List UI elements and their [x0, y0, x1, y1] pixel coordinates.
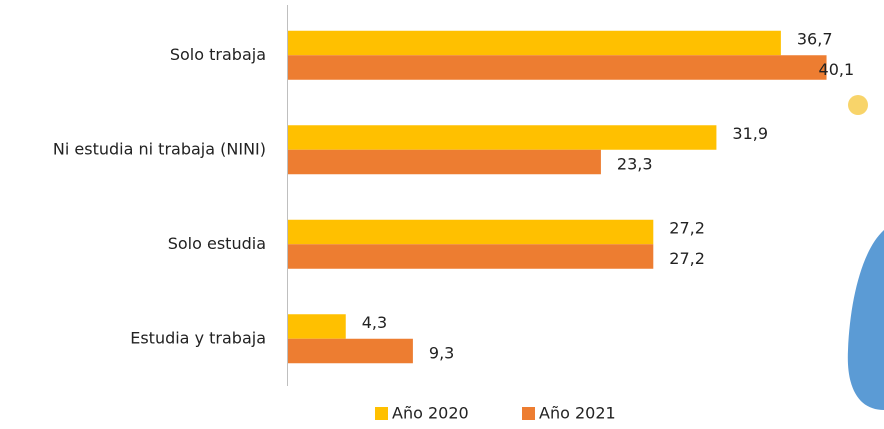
legend-swatch	[375, 407, 388, 420]
y-tick-label: Estudia y trabaja	[130, 328, 266, 347]
value-label: 40,1	[819, 60, 855, 79]
value-label: 9,3	[429, 344, 454, 363]
bar	[288, 314, 346, 339]
value-label: 4,3	[362, 313, 387, 332]
bar	[288, 125, 717, 150]
value-label: 23,3	[617, 155, 653, 174]
bar	[288, 55, 827, 80]
legend-swatch	[522, 407, 535, 420]
decoration	[847, 95, 884, 410]
y-tick-label: Solo trabaja	[170, 45, 266, 64]
y-tick-label: Ni estudia ni trabaja (NINI)	[53, 139, 266, 158]
value-label: 27,2	[669, 219, 705, 238]
value-label: 31,9	[732, 124, 768, 143]
value-label: 27,2	[669, 249, 705, 268]
bar	[288, 30, 781, 56]
legend-label: Año 2021	[539, 404, 616, 423]
bar	[288, 338, 413, 364]
bar	[288, 244, 654, 269]
value-label: 36,7	[797, 30, 833, 49]
bar	[288, 149, 601, 175]
bar	[288, 219, 654, 245]
y-tick-label: Solo estudia	[168, 234, 266, 253]
legend-label: Año 2020	[392, 404, 469, 423]
